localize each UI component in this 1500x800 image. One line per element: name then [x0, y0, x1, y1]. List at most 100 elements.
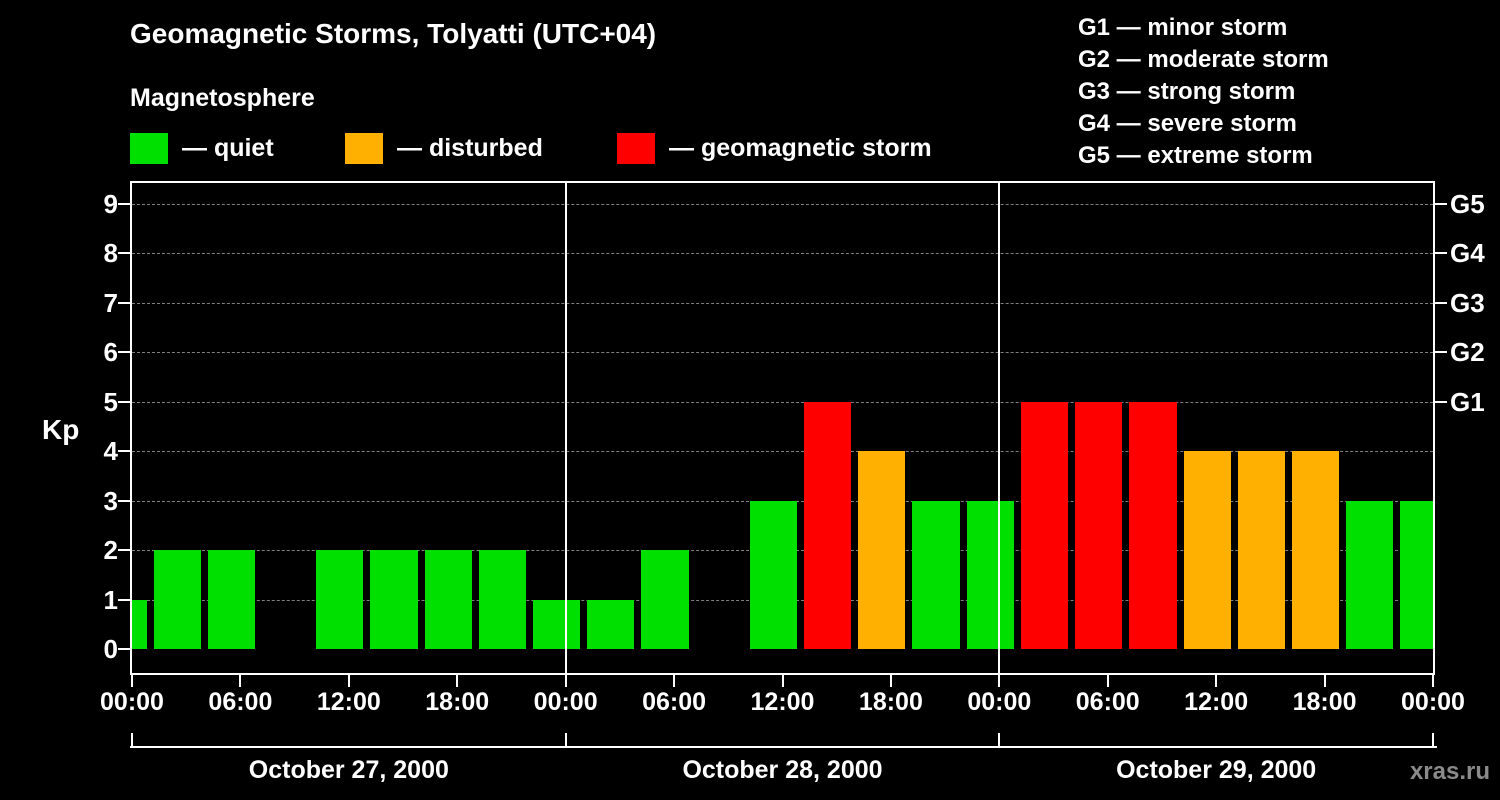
x-tick-mark: [131, 675, 133, 687]
kp-bar: [749, 500, 798, 649]
day-bracket-tick: [131, 733, 133, 748]
watermark: xras.ru: [1409, 758, 1490, 785]
x-tick-label: 18:00: [858, 688, 923, 716]
x-tick-label: 00:00: [533, 688, 598, 716]
kp-bar: [153, 550, 201, 649]
x-tick-mark: [998, 675, 1001, 687]
kp-bar: [966, 500, 1014, 649]
kp-bar: [587, 599, 635, 649]
legend-item-disturbed: — disturbed: [345, 131, 543, 165]
y-tick-label: 7: [103, 287, 118, 318]
y-tick-label: 3: [103, 485, 118, 516]
kp-bar: [478, 550, 527, 649]
gridline: [132, 352, 1433, 353]
kp-bar: [1237, 451, 1285, 649]
g-tick-label: G3: [1450, 287, 1485, 318]
y-tick-label: 0: [103, 634, 118, 664]
g-tick-mark: [1435, 400, 1447, 403]
storm-scale-line: G3 — strong storm: [1078, 78, 1296, 105]
kp-bar: [804, 401, 852, 649]
x-tick-mark: [347, 675, 350, 687]
y-tick-label: 1: [103, 584, 118, 615]
y-tick-mark: [118, 351, 130, 353]
x-tick-mark: [239, 675, 242, 687]
legend-label-disturbed: — disturbed: [397, 133, 543, 162]
day-bracket-line: [130, 746, 1437, 748]
g-tick-mark: [1435, 202, 1447, 205]
x-tick-label: 00:00: [1401, 688, 1465, 716]
kp-bar: [1346, 500, 1394, 649]
storm-scale-line: G5 — extreme storm: [1078, 142, 1313, 169]
y-tick-mark: [118, 499, 130, 502]
legend-item-quiet: — quiet: [130, 131, 274, 165]
y-tick-mark: [118, 450, 130, 452]
g-tick-mark: [1435, 351, 1447, 353]
storm-scale-legend: G1 — minor storm G2 — moderate storm G3 — …: [1078, 12, 1329, 172]
x-tick-label: 12:00: [316, 688, 381, 716]
x-tick-label: 06:00: [642, 688, 707, 716]
day-bracket-tick: [998, 733, 1001, 748]
kp-bar: [370, 550, 418, 649]
y-tick-mark: [118, 400, 130, 403]
gridline: [132, 451, 1433, 452]
x-tick-mark: [781, 675, 784, 687]
y-tick-label: 8: [103, 238, 118, 268]
g-tick-mark: [1435, 252, 1447, 254]
page-title: Geomagnetic Storms, Tolyatti (UTC+04): [130, 18, 657, 49]
y-tick-mark: [118, 598, 130, 601]
gridline: [132, 253, 1433, 254]
g-tick-label: G5: [1450, 188, 1485, 219]
legend-label-storm: — geomagnetic storm: [669, 133, 932, 162]
x-tick-label: 18:00: [1292, 688, 1357, 716]
day-label: October 29, 2000: [1116, 756, 1317, 784]
storm-scale-line: G4 — severe storm: [1078, 110, 1297, 137]
kp-bar: [207, 550, 255, 649]
kp-bar: [1400, 500, 1433, 649]
kp-bar: [1020, 401, 1069, 649]
day-bracket-tick: [1432, 733, 1434, 748]
disturbed-swatch: [345, 132, 383, 164]
g-tick-mark: [1435, 301, 1447, 304]
x-tick-label: 06:00: [208, 688, 273, 716]
plot-area: [130, 181, 1435, 675]
kp-bar: [912, 500, 960, 649]
kp-bar: [533, 599, 581, 649]
gridline: [132, 203, 1433, 205]
x-tick-mark: [1432, 675, 1434, 687]
x-tick-label: 18:00: [425, 688, 490, 716]
storm-swatch: [617, 132, 655, 164]
quiet-swatch: [130, 132, 168, 164]
kp-bar: [1291, 451, 1340, 649]
y-tick-mark: [118, 648, 130, 650]
y-tick-mark: [118, 301, 130, 304]
x-tick-label: 00:00: [967, 688, 1032, 716]
day-label: October 27, 2000: [248, 756, 449, 784]
x-tick-mark: [564, 675, 567, 687]
x-tick-mark: [673, 675, 676, 687]
y-tick-mark: [118, 549, 130, 551]
x-tick-label: 12:00: [750, 688, 815, 716]
gridline: [132, 401, 1433, 403]
storm-scale-line: G2 — moderate storm: [1078, 46, 1329, 73]
day-label: October 28, 2000: [682, 756, 883, 784]
x-tick-mark: [1215, 675, 1218, 687]
y-tick-label: 4: [103, 436, 118, 466]
kp-bar: [424, 550, 472, 649]
legend-label-quiet: — quiet: [182, 133, 274, 162]
y-axis-label: Kp: [42, 414, 80, 445]
x-tick-mark: [456, 675, 459, 687]
y-tick-label: 2: [103, 535, 118, 565]
g-tick-label: G4: [1450, 238, 1485, 268]
gridline: [132, 302, 1433, 304]
y-tick-label: 5: [103, 386, 118, 417]
magnetosphere-label: Magnetosphere: [130, 84, 315, 112]
y-tick-mark: [118, 252, 130, 254]
kp-bar: [1075, 401, 1123, 649]
x-tick-label: 00:00: [100, 688, 164, 716]
storm-scale-line: G1 — minor storm: [1078, 14, 1288, 41]
kp-bar: [316, 550, 364, 649]
legend-item-storm: — geomagnetic storm: [617, 131, 932, 165]
x-tick-label: 06:00: [1075, 688, 1140, 716]
kp-bar: [1183, 451, 1231, 649]
x-tick-mark: [889, 675, 892, 687]
